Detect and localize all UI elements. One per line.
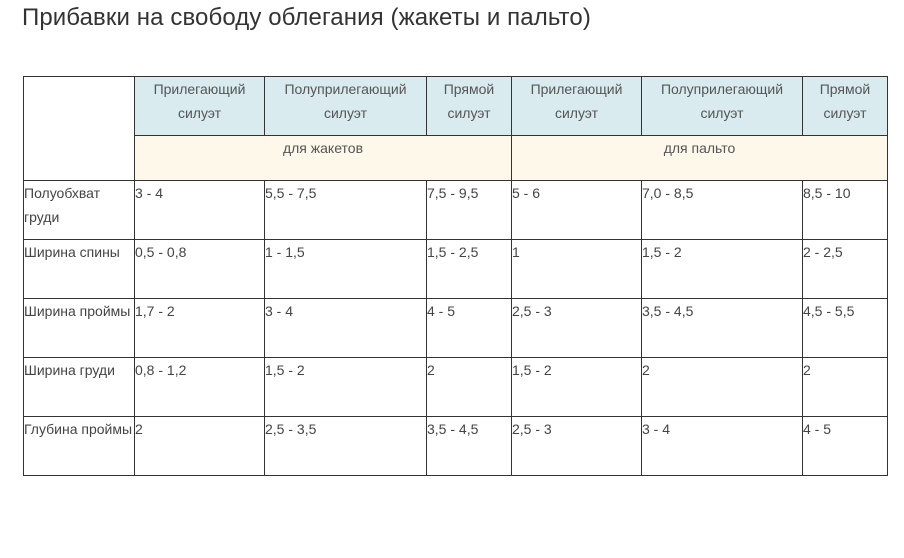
group-header-row: для жакетов для пальто xyxy=(24,135,888,181)
row-label: Ширина проймы xyxy=(23,298,135,358)
table-cell: 2,5 - 3 xyxy=(511,298,642,358)
silhouette-header-row: Прилегающий силуэт Полуприлегающий силуэ… xyxy=(23,76,888,181)
corner-cell xyxy=(23,76,135,181)
table-cell: 3 - 4 xyxy=(641,416,803,476)
row-label: Полуобхват груди xyxy=(23,180,135,240)
table-row: Ширина груди 0,8 - 1,2 1,5 - 2 2 1,5 - 2… xyxy=(23,357,888,417)
group-header-coats: для пальто xyxy=(511,135,888,181)
row-label: Глубина проймы xyxy=(23,416,135,476)
silhouette-header: Прилегающий силуэт xyxy=(134,76,265,136)
table-cell: 4 - 5 xyxy=(426,298,512,358)
table-cell: 5,5 - 7,5 xyxy=(264,180,427,240)
table-cell: 2,5 - 3,5 xyxy=(264,416,427,476)
table-cell: 2 xyxy=(426,357,512,417)
table-cell: 4 - 5 xyxy=(802,416,888,476)
table-cell: 1,7 - 2 xyxy=(134,298,265,358)
row-label: Ширина груди xyxy=(23,357,135,417)
group-header-jackets: для жакетов xyxy=(134,135,512,181)
table-row: Ширина спины 0,5 - 0,8 1 - 1,5 1,5 - 2,5… xyxy=(23,239,888,299)
table-cell: 4,5 - 5,5 xyxy=(802,298,888,358)
table-cell: 1,5 - 2,5 xyxy=(426,239,512,299)
table-row: Ширина проймы 1,7 - 2 3 - 4 4 - 5 2,5 - … xyxy=(23,298,888,358)
table-cell: 3,5 - 4,5 xyxy=(426,416,512,476)
table-cell: 2 xyxy=(641,357,803,417)
table-cell: 2,5 - 3 xyxy=(511,416,642,476)
allowance-table: Прилегающий силуэт Полуприлегающий силуэ… xyxy=(23,76,888,476)
table-cell: 3 - 4 xyxy=(134,180,265,240)
table-cell: 2 xyxy=(802,357,888,417)
table-cell: 8,5 - 10 xyxy=(802,180,888,240)
table-cell: 7,0 - 8,5 xyxy=(641,180,803,240)
silhouette-header: Полуприлегающий силуэт xyxy=(641,76,803,136)
table-cell: 1 xyxy=(511,239,642,299)
table-cell: 0,5 - 0,8 xyxy=(134,239,265,299)
row-label: Ширина спины xyxy=(23,239,135,299)
table-cell: 0,8 - 1,2 xyxy=(134,357,265,417)
table-cell: 1 - 1,5 xyxy=(264,239,427,299)
table-cell: 5 - 6 xyxy=(511,180,642,240)
silhouette-header: Прямой силуэт xyxy=(802,76,888,136)
silhouette-header: Полуприлегающий силуэт xyxy=(264,76,427,136)
table-cell: 1,5 - 2 xyxy=(641,239,803,299)
table-row: Глубина проймы 2 2,5 - 3,5 3,5 - 4,5 2,5… xyxy=(23,416,888,476)
table-cell: 3 - 4 xyxy=(264,298,427,358)
table-cell: 7,5 - 9,5 xyxy=(426,180,512,240)
table-row: Полуобхват груди 3 - 4 5,5 - 7,5 7,5 - 9… xyxy=(23,180,888,240)
table-cell: 3,5 - 4,5 xyxy=(641,298,803,358)
table-cell: 1,5 - 2 xyxy=(511,357,642,417)
table-cell: 2 xyxy=(134,416,265,476)
silhouette-header: Прямой силуэт xyxy=(426,76,512,136)
table-cell: 2 - 2,5 xyxy=(802,239,888,299)
page-title: Прибавки на свободу облегания (жакеты и … xyxy=(22,4,591,31)
table-cell: 1,5 - 2 xyxy=(264,357,427,417)
silhouette-header: Прилегающий силуэт xyxy=(511,76,642,136)
